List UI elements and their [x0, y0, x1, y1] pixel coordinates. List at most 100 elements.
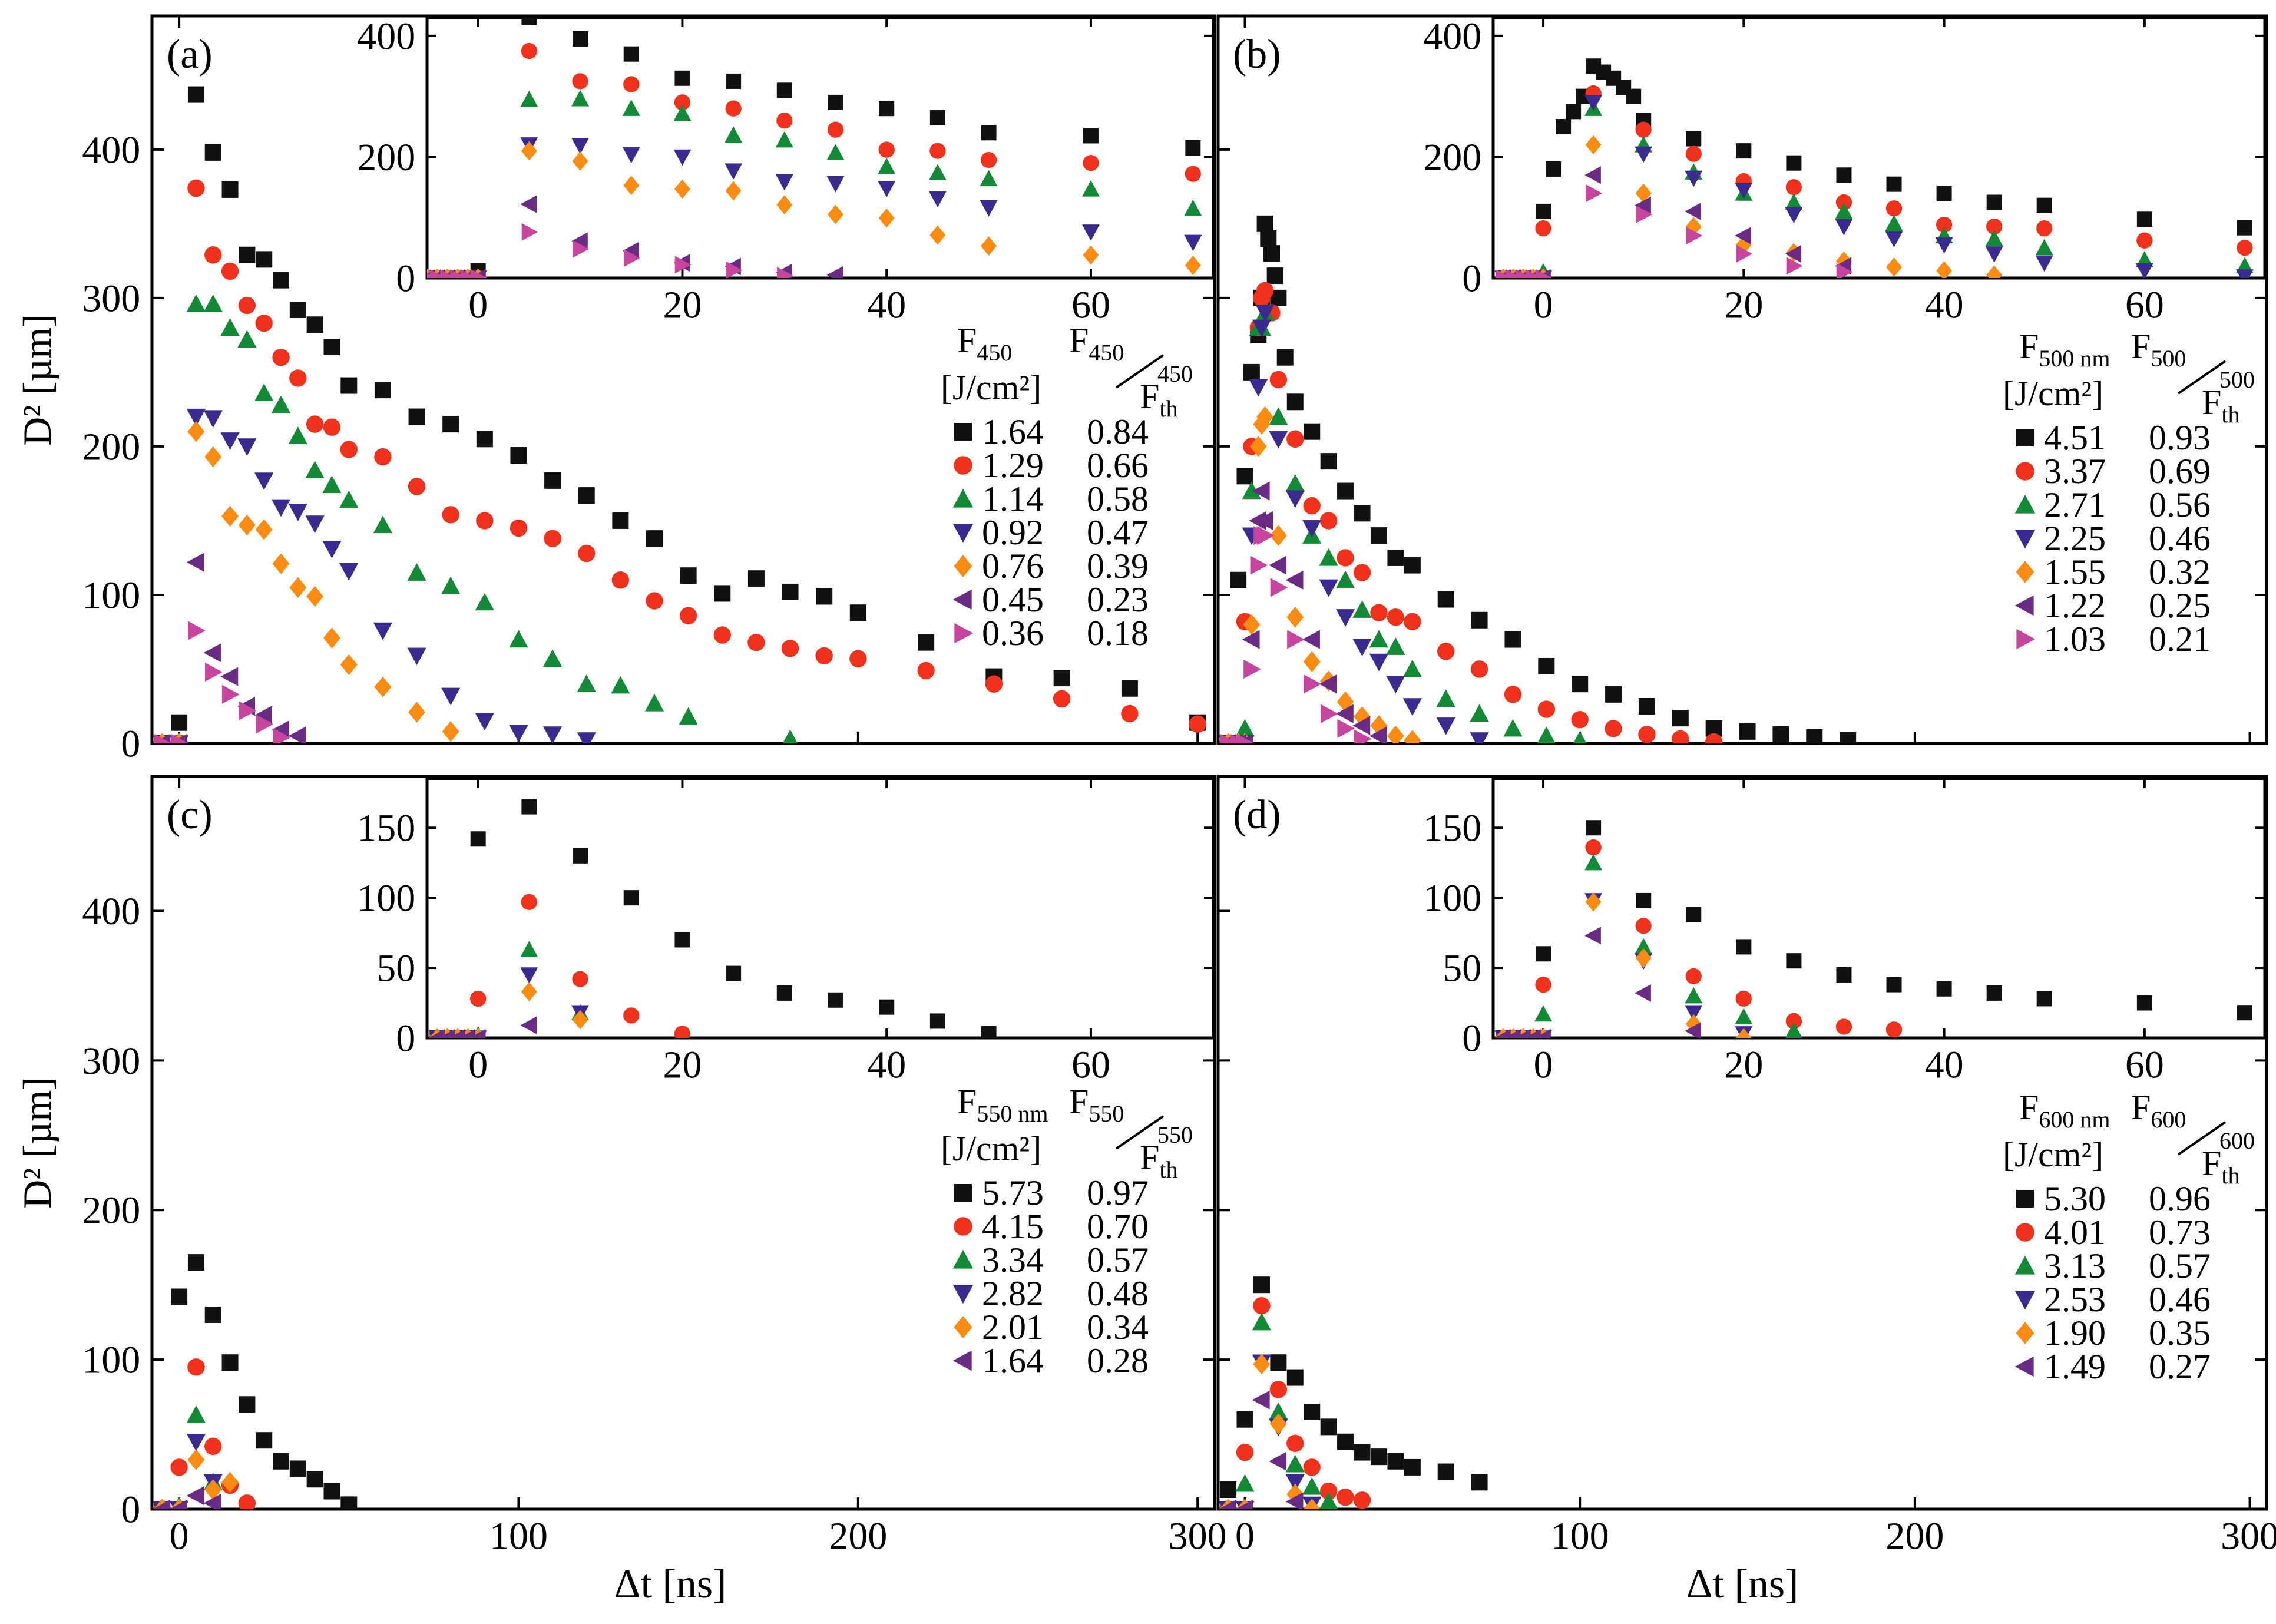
data-point — [238, 514, 256, 536]
data-point — [1304, 1403, 1321, 1420]
data-point — [1303, 1458, 1321, 1476]
inset-point — [1785, 179, 1802, 196]
data-point — [1352, 716, 1371, 735]
inset-point — [1735, 990, 1752, 1007]
data-point — [170, 1499, 187, 1509]
data-point — [680, 567, 697, 584]
data-point — [1121, 704, 1139, 723]
inset-point — [1636, 206, 1653, 224]
data-point — [256, 1432, 273, 1449]
inset-point — [469, 1029, 486, 1038]
inset-point — [1185, 255, 1201, 275]
inset-point — [929, 225, 946, 245]
inset-point — [981, 1026, 997, 1038]
data-point — [1437, 643, 1455, 660]
data-point — [1269, 431, 1288, 449]
x-axis-label: Δt [ns] — [1686, 1562, 1799, 1607]
inset-point — [1785, 207, 1803, 224]
data-point — [171, 714, 188, 731]
inset-point — [1635, 146, 1653, 163]
inset-point — [573, 31, 588, 47]
data-point — [476, 512, 494, 530]
legend-fluence: 1.90 — [2044, 1314, 2106, 1352]
inset-point — [929, 143, 946, 159]
data-point — [289, 577, 307, 598]
data-point — [441, 687, 461, 706]
data-point — [1256, 282, 1274, 299]
data-point — [204, 1479, 222, 1500]
inset-point — [428, 1029, 445, 1038]
data-point — [1269, 1381, 1288, 1398]
inset-point — [2236, 257, 2254, 274]
inset-point — [571, 232, 588, 250]
data-point — [679, 607, 697, 624]
data-point — [306, 1471, 323, 1488]
inset-point — [827, 121, 844, 138]
inset-point — [1494, 1029, 1511, 1038]
data-point — [1319, 548, 1338, 566]
data-point — [170, 1458, 188, 1476]
legend-ratio: 0.21 — [2149, 620, 2211, 659]
main-0-ytick-label: 400 — [82, 128, 140, 171]
inset-point — [623, 46, 639, 62]
data-point — [1369, 653, 1389, 672]
data-point — [1437, 1463, 1454, 1480]
data-point — [1236, 468, 1253, 485]
main-data-1 — [1218, 215, 1857, 743]
inset-2-ytick-label: 150 — [357, 807, 415, 850]
data-point — [205, 662, 223, 682]
data-point — [1302, 1477, 1322, 1495]
data-point — [1319, 674, 1337, 694]
inset-point — [1546, 161, 1562, 177]
data-point — [1387, 549, 1404, 566]
data-point — [1250, 555, 1268, 575]
main-3-xtick-label: 100 — [1551, 1514, 1609, 1557]
legend-marker — [2014, 1255, 2036, 1275]
data-point — [188, 621, 206, 640]
inset-point — [674, 94, 691, 111]
data-point — [1235, 719, 1255, 737]
inset-point — [2036, 991, 2052, 1007]
legend-header-threshold: Fth — [2202, 1144, 2240, 1189]
inset-point — [674, 70, 690, 86]
inset-point — [1556, 119, 1572, 135]
data-point — [1370, 527, 1387, 544]
data-point — [1269, 371, 1288, 389]
inset-point — [726, 261, 743, 278]
data-point — [289, 302, 306, 319]
inset-point — [2236, 269, 2254, 278]
legend-marker — [952, 589, 972, 610]
inset-point — [1936, 216, 1953, 233]
data-point — [1230, 571, 1247, 588]
data-point — [1235, 1474, 1255, 1492]
data-point — [204, 246, 222, 264]
inset-point — [1935, 237, 1953, 254]
data-point — [221, 181, 239, 198]
inset-point — [1836, 167, 1852, 183]
legend-marker — [2016, 629, 2036, 650]
inset-point — [1586, 820, 1602, 836]
data-point — [186, 1434, 206, 1451]
data-point — [374, 676, 392, 697]
legend-header-fluence: F450 — [957, 321, 1012, 366]
data-point — [1053, 670, 1070, 687]
inset-point — [1835, 194, 1852, 211]
inset-point — [1636, 892, 1652, 908]
data-point — [1255, 305, 1275, 323]
inset-point — [2136, 232, 2153, 249]
data-point — [323, 627, 340, 649]
inset-point — [624, 249, 640, 267]
inset-2-ytick-label: 50 — [376, 947, 415, 990]
data-point — [985, 675, 1003, 693]
data-point — [288, 726, 306, 743]
inset-point — [1986, 194, 2002, 210]
data-point — [1387, 725, 1404, 743]
main-3-xtick-label: 0 — [1235, 1514, 1255, 1557]
inset-point — [1785, 1013, 1802, 1030]
inset-point — [1635, 918, 1652, 934]
data-point — [1269, 525, 1287, 546]
data-point — [187, 1358, 205, 1376]
inset-1-ytick-label: 200 — [1423, 136, 1481, 179]
inset-point — [2035, 239, 2053, 256]
